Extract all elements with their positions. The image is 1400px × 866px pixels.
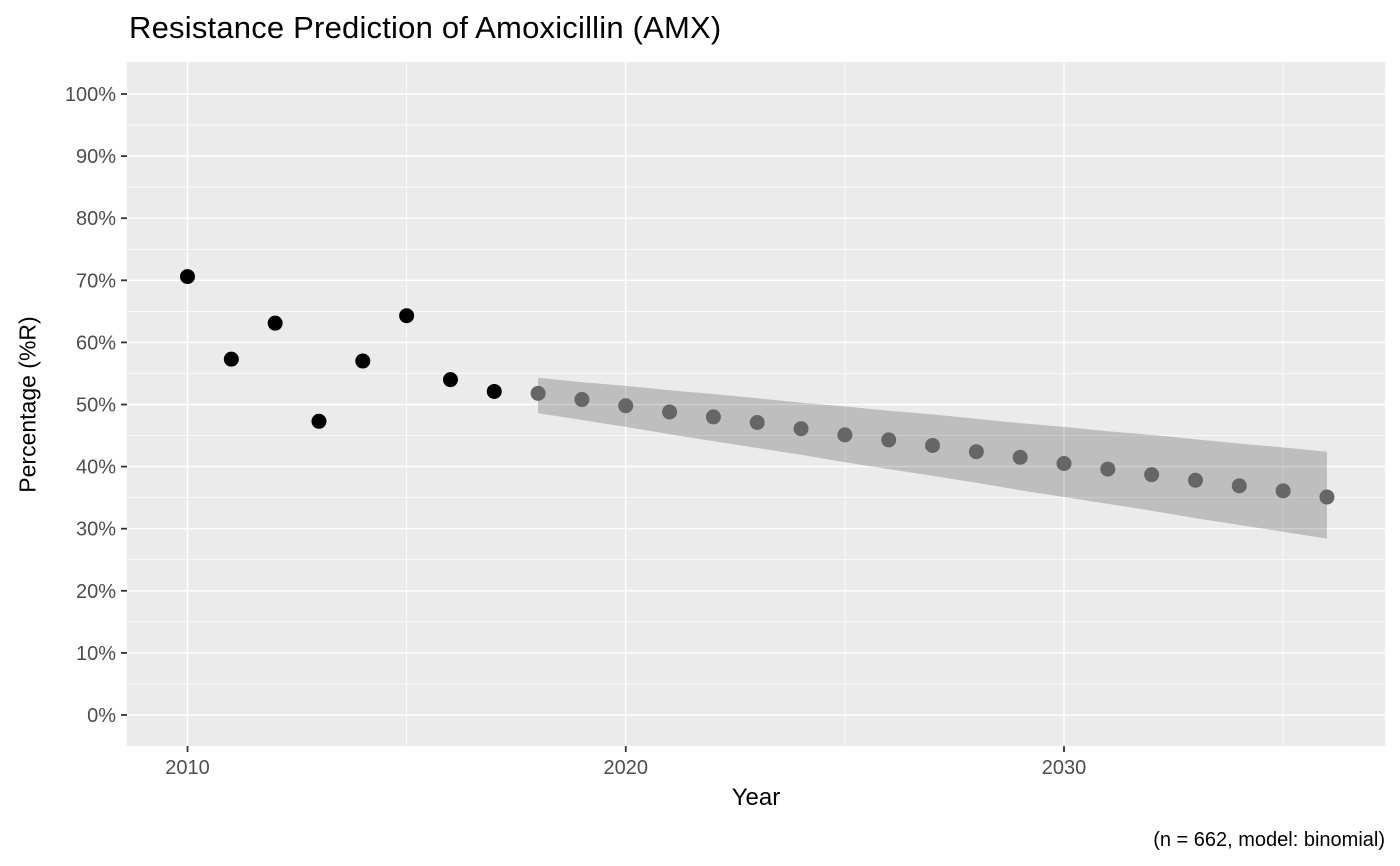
predicted-data-point — [662, 404, 678, 420]
confidence-ribbon — [538, 377, 1327, 539]
y-tick-label: 50% — [76, 395, 116, 417]
x-tick-label: 2010 — [165, 757, 210, 779]
y-tick-label: 90% — [76, 146, 116, 168]
y-tick-label: 0% — [87, 705, 116, 727]
predicted-data-point — [618, 398, 634, 414]
y-tick-label: 40% — [76, 457, 116, 479]
predicted-data-point — [1275, 483, 1291, 499]
observed-data-point — [355, 353, 371, 369]
y-tick-label: 20% — [76, 581, 116, 603]
observed-data-point — [180, 269, 195, 285]
observed-data-point — [311, 413, 327, 429]
x-tick-label: 2020 — [604, 757, 649, 779]
predicted-data-point — [1100, 461, 1116, 477]
predicted-data-point — [1231, 478, 1247, 494]
observed-data-point — [399, 308, 415, 324]
y-tick-label: 60% — [76, 332, 116, 354]
y-tick-label: 80% — [76, 208, 116, 230]
y-tick-label: 30% — [76, 519, 116, 541]
predicted-data-point — [925, 437, 941, 453]
predicted-data-point — [1144, 467, 1160, 483]
observed-data-point — [223, 351, 239, 367]
predicted-data-point — [1012, 449, 1028, 465]
predicted-data-point — [705, 409, 721, 425]
predicted-data-point — [1319, 489, 1335, 505]
predicted-data-point — [881, 432, 897, 448]
y-tick-label: 100% — [65, 84, 116, 106]
observed-data-point — [486, 383, 502, 399]
predicted-data-point — [1056, 455, 1072, 471]
predicted-data-point — [793, 421, 809, 437]
y-tick-label: 70% — [76, 270, 116, 292]
predicted-data-point — [837, 427, 853, 443]
predicted-data-point — [574, 392, 590, 408]
predicted-data-point — [749, 415, 765, 431]
model-caption: (n = 662, model: binomial) — [1153, 829, 1385, 851]
plot-title: Resistance Prediction of Amoxicillin (AM… — [129, 10, 722, 45]
predicted-data-point — [1187, 472, 1203, 488]
x-axis-title: Year — [731, 784, 781, 811]
predicted-data-point — [530, 385, 546, 401]
observed-data-point — [267, 315, 283, 331]
predicted-data-point — [968, 444, 984, 460]
x-tick-label: 2030 — [1042, 757, 1087, 779]
observed-data-point — [442, 372, 458, 388]
y-tick-label: 10% — [76, 643, 116, 665]
